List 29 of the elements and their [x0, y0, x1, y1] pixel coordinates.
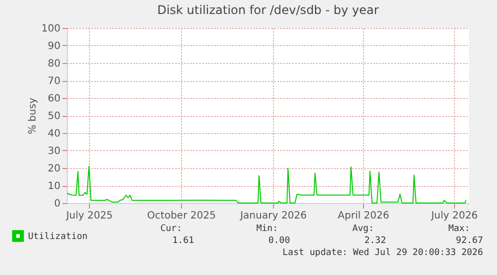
y-tick-label: 20 — [48, 164, 60, 174]
text: 2.32 — [364, 236, 386, 246]
text: Avg: — [352, 224, 374, 234]
x-tick-label: October 2025 — [147, 210, 216, 222]
x-tick-label: July 2025 — [65, 210, 113, 222]
text: 92.67 — [456, 236, 483, 246]
x-tick-label: January 2026 — [239, 210, 307, 222]
y-tick-label: 100 — [41, 24, 60, 34]
y-tick-label: 70 — [48, 76, 60, 87]
x-tick-label: April 2026 — [338, 210, 390, 222]
y-tick-label: 10 — [48, 181, 60, 192]
legend-label: Utilization — [28, 232, 88, 242]
y-tick-label: 0 — [54, 198, 60, 210]
y-tick-label: 80 — [48, 58, 60, 70]
y-tick-label: 50 — [48, 111, 60, 122]
text: 1.61 — [172, 236, 194, 246]
y-axis-title: % busy — [27, 98, 38, 134]
y-tick-label: 40 — [48, 128, 60, 140]
text: Last update: Wed Jul 29 20:00:33 2026 — [282, 248, 483, 258]
text: Max: — [448, 224, 470, 234]
x-tick-label: July 2026 — [430, 210, 478, 222]
y-tick-label: 90 — [48, 41, 60, 52]
y-tick-label: 60 — [48, 94, 60, 104]
chart-title: Disk utilization for /dev/sdb - by year — [157, 3, 379, 17]
line-series — [66, 166, 466, 204]
text: 0.00 — [268, 236, 290, 246]
text: Min: — [256, 224, 278, 234]
text: Cur: — [160, 224, 182, 234]
y-tick-label: 30 — [48, 146, 60, 157]
